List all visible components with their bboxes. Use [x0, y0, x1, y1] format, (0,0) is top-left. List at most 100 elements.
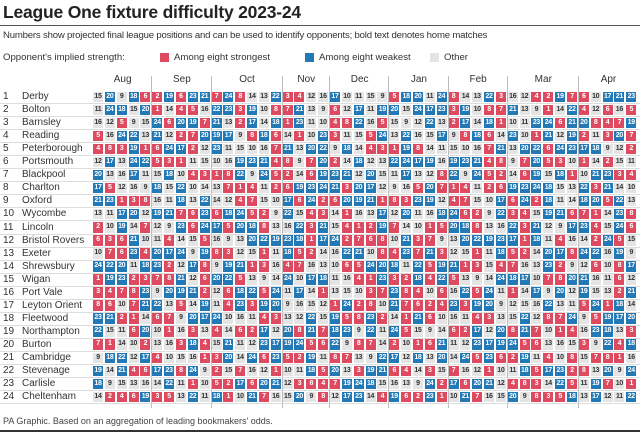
legend-label: Opponent's implied strength:: [3, 52, 125, 63]
fixture-cell: 18: [128, 91, 139, 102]
fixture-cell: 23: [235, 300, 246, 311]
fixture-cell: 12: [389, 208, 400, 220]
fixture-cell: 5: [116, 117, 127, 129]
fixture-cell: 22: [578, 182, 589, 194]
fixture-cell: 2: [235, 117, 246, 129]
fixture-cell: 14: [401, 222, 412, 233]
fixture-cell: 1: [247, 261, 258, 272]
fixture-cell: 23: [258, 339, 269, 350]
fixture-cell: 22: [199, 195, 210, 207]
fixture-cell: 5: [436, 222, 447, 233]
fixture-cell: 15: [258, 195, 269, 207]
fixture-cell: 7: [93, 339, 103, 350]
row-divider: [0, 324, 640, 326]
fixture-cell: 4: [223, 300, 234, 311]
fixture-cell: 3: [330, 130, 340, 142]
fixture-cell: 9: [614, 365, 625, 377]
fixture-cell: 14: [223, 326, 234, 337]
month-separator: [577, 76, 579, 408]
fixture-cell: 13: [187, 195, 198, 207]
fixture-cell: 5: [389, 91, 400, 102]
fixture-cell: 7: [128, 300, 139, 311]
team-rank: 19: [3, 325, 15, 337]
fixture-cell: 3: [531, 378, 542, 390]
fixture-cell: 9: [578, 313, 589, 324]
fixture-cell: 7: [247, 195, 258, 207]
fixture-cell: 21: [353, 248, 364, 259]
fixture-cell: 15: [448, 143, 459, 155]
fixture-cell: 7: [235, 365, 246, 377]
fixture-cell: 20: [306, 143, 317, 155]
row-divider: [0, 311, 640, 313]
fixture-cell: 1: [590, 208, 601, 220]
fixture-cell: 23: [448, 300, 459, 311]
fixture-cell: 21: [258, 156, 269, 168]
fixture-cell: 17: [424, 104, 435, 116]
fixture-cell: 2: [567, 365, 577, 377]
fixture-cell: 16: [495, 222, 506, 233]
fixture-cell: 7: [258, 391, 269, 403]
team-name: Peterborough: [22, 143, 83, 155]
row-divider: [0, 155, 640, 157]
fixture-cell: 17: [282, 195, 293, 207]
fixture-cell: 20: [602, 365, 613, 377]
fixture-cell: 11: [519, 117, 530, 129]
fixture-cell: 21: [412, 313, 423, 324]
fixture-cell: 11: [341, 130, 352, 142]
fixture-cell: 22: [306, 313, 317, 324]
fixture-cell: 17: [175, 143, 186, 155]
fixture-cell: 5: [164, 391, 175, 403]
fixture-cell: 2: [424, 300, 435, 311]
fixture-cell: 5: [223, 222, 234, 233]
fixture-cell: 18: [531, 235, 542, 246]
fixture-cell: 2: [318, 195, 329, 207]
fixture-cell: 4: [282, 261, 293, 272]
fixture-cell: 20: [484, 300, 495, 311]
fixture-cell: 22: [590, 248, 601, 259]
fixture-cell: 20: [436, 352, 447, 363]
fixture-cell: 3: [175, 339, 186, 350]
fixture-cell: 2: [626, 143, 637, 155]
fixture-cell: 7: [306, 156, 317, 168]
fixture-cell: 1: [531, 130, 542, 142]
fixture-cell: 19: [223, 261, 234, 272]
fixture-cell: 1: [164, 326, 175, 337]
fixture-cell: 3: [602, 130, 613, 142]
fixture-cell: 10: [294, 274, 305, 285]
fixture-cell: 11: [507, 365, 518, 377]
fixture-cell: 11: [104, 208, 115, 220]
fixture-cell: 2: [199, 287, 210, 298]
fixture-cell: 23: [424, 391, 435, 403]
fixture-cell: 18: [590, 143, 601, 155]
fixture-cell: 20: [424, 182, 435, 194]
fixture-cell: 16: [223, 156, 234, 168]
fixture-cell: 5: [306, 339, 317, 350]
fixture-cell: 19: [270, 235, 281, 246]
fixture-cell: 6: [128, 326, 139, 337]
fixture-cell: 22: [555, 378, 566, 390]
fixture-cell: 22: [211, 104, 222, 116]
fixture-cell: 7: [341, 352, 352, 363]
team-name: Barnsley: [22, 117, 61, 129]
fixture-cell: 6: [93, 235, 103, 246]
fixture-cell: 20: [507, 391, 518, 403]
fixture-cell: 6: [270, 130, 281, 142]
fixture-cell: 16: [93, 117, 103, 129]
fixture-cell: 8: [412, 143, 423, 155]
team-name: Bolton: [22, 104, 51, 116]
fixture-cell: 9: [401, 117, 412, 129]
fixture-cell: 2: [555, 261, 566, 272]
fixture-cell: 3: [495, 91, 506, 102]
fixture-cell: 7: [472, 391, 483, 403]
fixture-cell: 22: [365, 326, 376, 337]
team-name: Bristol Rovers: [22, 234, 85, 246]
fixture-cell: 1: [294, 130, 305, 142]
fixture-cell: 10: [555, 352, 566, 363]
fixture-cell: 24: [578, 248, 589, 259]
fixture-cell: 7: [507, 261, 518, 272]
fixture-cell: 24: [472, 169, 483, 181]
fixture-cell: 19: [567, 130, 577, 142]
row-divider: [0, 129, 640, 131]
fixture-cell: 18: [140, 261, 151, 272]
fixture-cell: 6: [175, 91, 186, 102]
